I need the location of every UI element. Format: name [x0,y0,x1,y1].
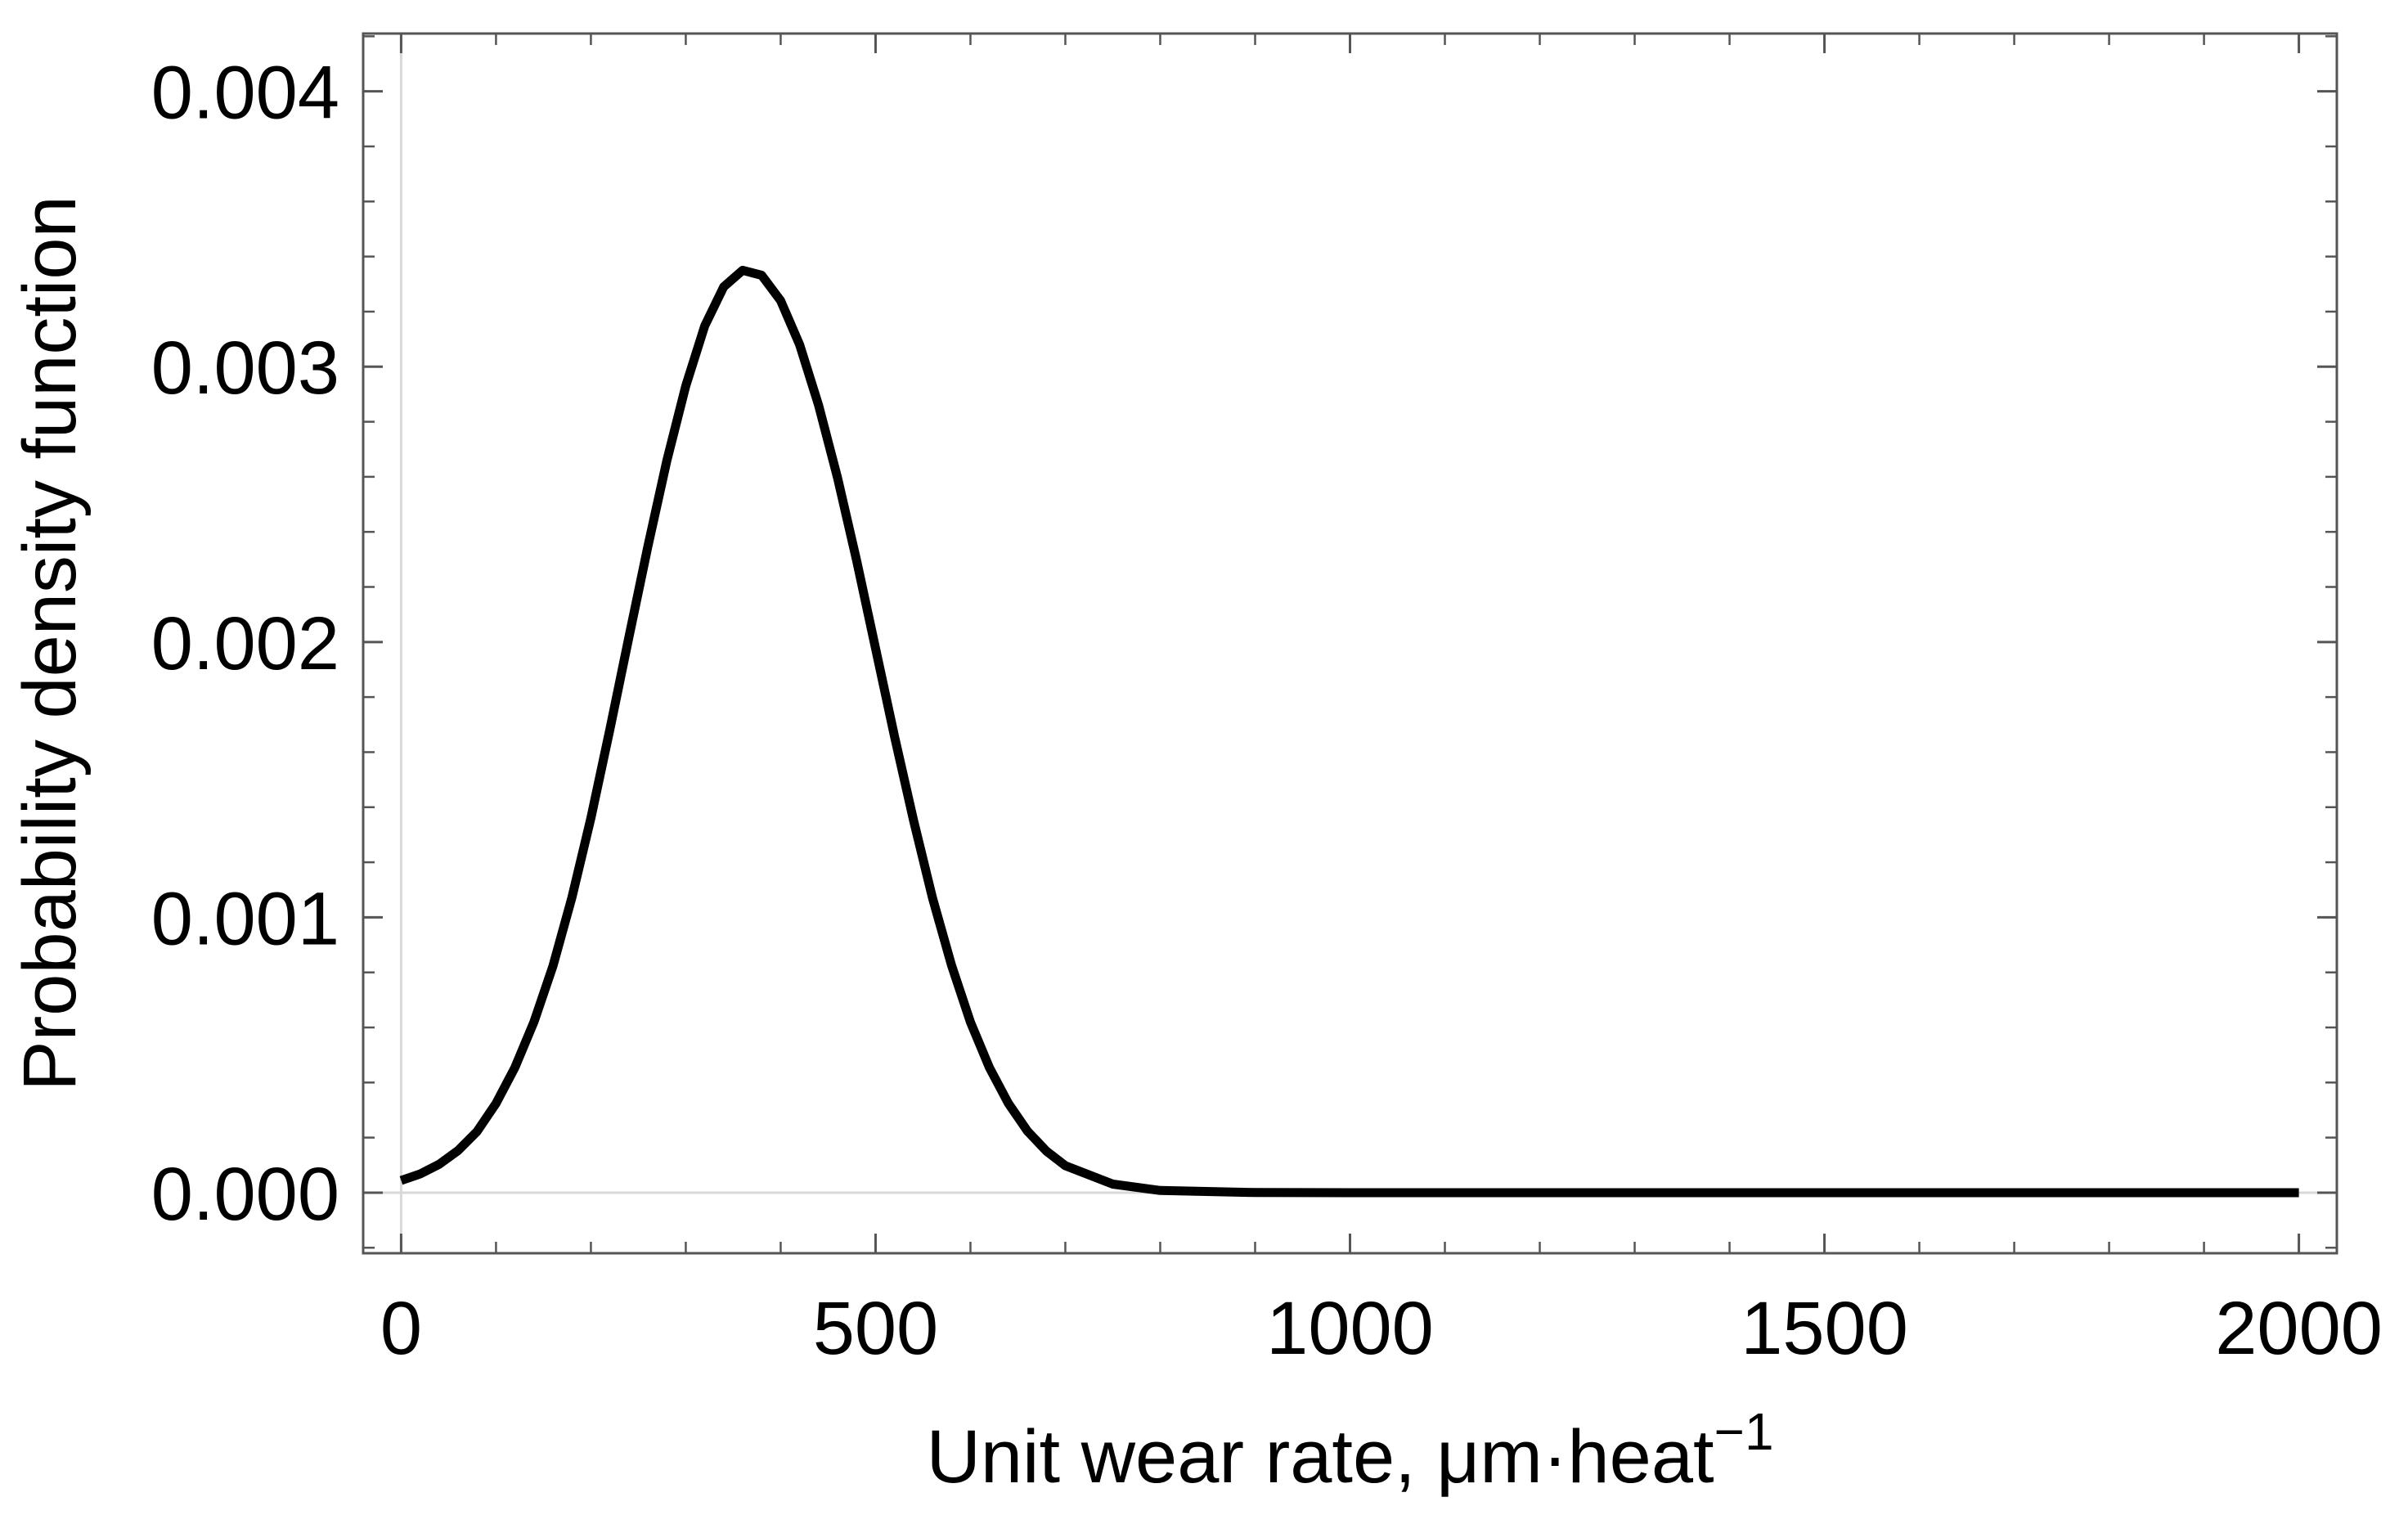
y-tick-labels: 0.000 0.001 0.002 0.003 0.004 [151,52,339,1236]
zero-axis-lines [363,34,2337,1253]
y-tick-label: 0.003 [151,326,339,410]
plot-frame [362,32,2338,1255]
x-tick-labels: 0 500 1000 1500 2000 [380,1287,2383,1370]
x-axis-title-text: Unit wear rate, μm·heat [926,1415,1714,1499]
major-ticks [363,34,2337,1253]
series-layer [399,265,2299,1198]
series-line-0 [399,265,2299,1198]
y-axis-title: Probability density function [8,196,92,1090]
x-axis-title: Unit wear rate, μm·heat−1 [926,1402,1773,1499]
x-tick-label: 0 [380,1287,422,1370]
x-tick-label: 2000 [2215,1287,2383,1370]
minor-ticks [363,34,2337,1253]
y-tick-label: 0.004 [151,52,339,135]
y-tick-label: 0.002 [151,602,339,686]
x-tick-label: 1000 [1266,1287,1434,1370]
x-axis-title-superscript: −1 [1714,1402,1774,1461]
y-tick-label: 0.000 [151,1153,339,1236]
x-tick-label: 500 [813,1287,939,1370]
y-tick-label: 0.001 [151,877,339,960]
x-tick-label: 1500 [1741,1287,1908,1370]
